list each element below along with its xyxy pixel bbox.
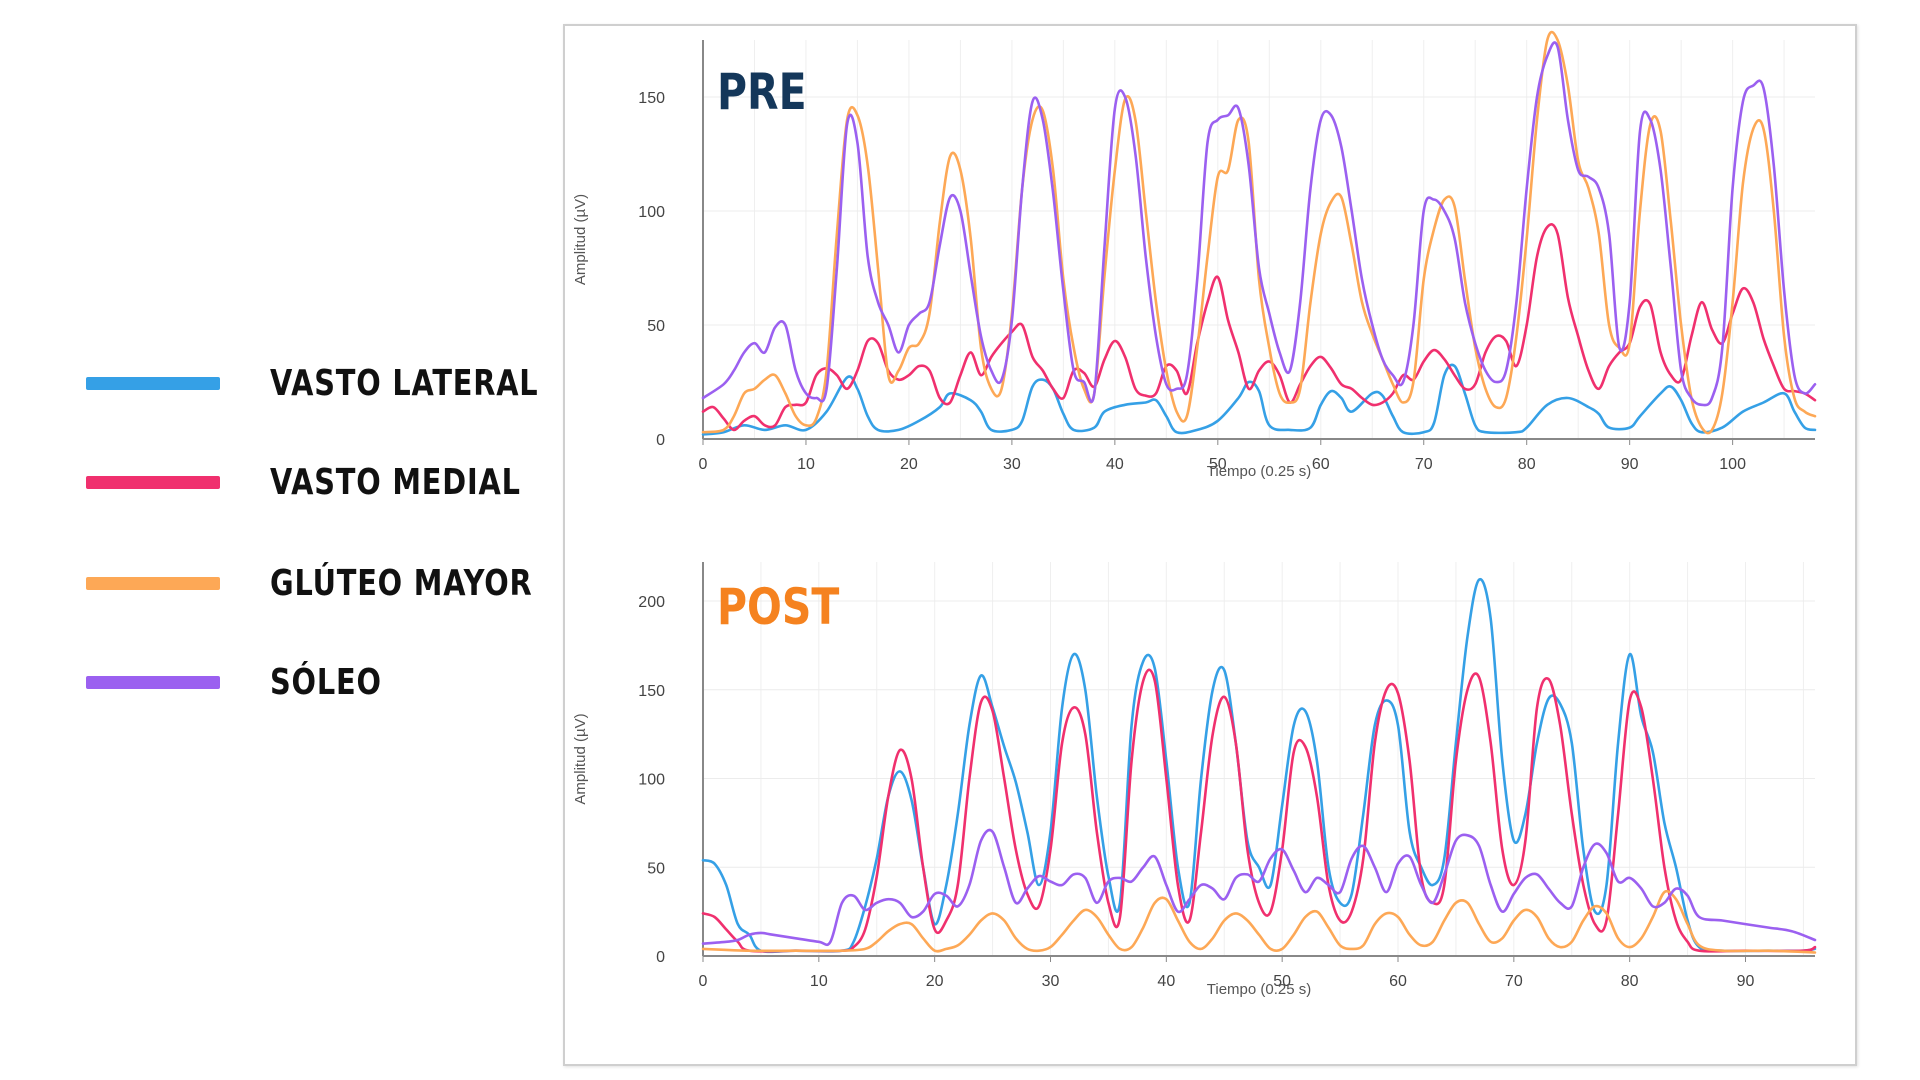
chart-post: 0 10 20 30 40 50 60 70 80 90 0 50 100 150 200 Tiempo (0… bbox=[572, 562, 1817, 998]
y-tick-label: 0 bbox=[656, 949, 665, 966]
x-tick-label: 90 bbox=[1621, 456, 1639, 473]
y-axis-title: Amplitud (µV) bbox=[572, 194, 589, 285]
y-tick-label: 50 bbox=[647, 318, 665, 335]
y-tick-label: 100 bbox=[638, 772, 665, 789]
x-tick-label: 40 bbox=[1106, 456, 1124, 473]
legend-label-gluteo-mayor: GLÚTEO MAYOR bbox=[270, 562, 533, 604]
x-tick-label: 30 bbox=[1003, 456, 1021, 473]
legend-swatch-gluteo-mayor bbox=[86, 576, 220, 590]
legend-swatch-soleo bbox=[86, 675, 220, 689]
x-tick-label: 40 bbox=[1157, 973, 1175, 990]
legend-swatch-vasto-medial bbox=[86, 475, 220, 489]
y-tick-label: 150 bbox=[638, 683, 665, 700]
chart-title-post: POST bbox=[717, 578, 839, 636]
y-tick-label: 50 bbox=[647, 860, 665, 877]
x-tick-label: 100 bbox=[1719, 456, 1746, 473]
legend-label-soleo: SÓLEO bbox=[270, 661, 382, 703]
x-tick-label: 80 bbox=[1518, 456, 1536, 473]
x-tick-label: 60 bbox=[1389, 973, 1407, 990]
series-line-post-vasto-lateral bbox=[701, 578, 1817, 954]
x-tick-label: 50 bbox=[1209, 456, 1227, 473]
y-tick-label: 150 bbox=[638, 90, 665, 107]
x-tick-label: 70 bbox=[1415, 456, 1433, 473]
legend: VASTO LATERAL VASTO MEDIAL GLÚTEO MAYOR … bbox=[0, 0, 560, 1080]
x-tick-label: 10 bbox=[797, 456, 815, 473]
series-line-post-soleo bbox=[701, 828, 1817, 947]
series-line-pre-vasto-lateral bbox=[701, 363, 1817, 436]
x-tick-label: 0 bbox=[699, 973, 708, 990]
chart-panel: 0 10 20 30 40 50 60 70 80 90 100 0 50 100 150 Tiempo (0… bbox=[563, 24, 1857, 1066]
y-tick-label: 0 bbox=[656, 432, 665, 449]
legend-swatch-vasto-lateral bbox=[86, 376, 220, 390]
legend-label-vasto-lateral: VASTO LATERAL bbox=[270, 362, 539, 404]
legend-item-soleo[interactable]: SÓLEO bbox=[86, 661, 410, 703]
x-tick-label: 20 bbox=[926, 973, 944, 990]
legend-label-vasto-medial: VASTO MEDIAL bbox=[270, 461, 521, 503]
x-tick-label: 0 bbox=[699, 456, 708, 473]
x-axis-title: Tiempo (0.25 s) bbox=[1207, 463, 1311, 480]
series-line-pre-vasto-medial bbox=[701, 223, 1817, 432]
legend-item-gluteo-mayor[interactable]: GLÚTEO MAYOR bbox=[86, 562, 598, 604]
y-tick-label: 100 bbox=[638, 204, 665, 221]
x-tick-label: 50 bbox=[1273, 973, 1291, 990]
x-tick-label: 60 bbox=[1312, 456, 1330, 473]
x-tick-label: 70 bbox=[1505, 973, 1523, 990]
y-tick-label: 200 bbox=[638, 594, 665, 611]
y-axis-title: Amplitud (µV) bbox=[572, 713, 589, 804]
series-line-pre-soleo bbox=[701, 41, 1817, 407]
x-tick-label: 80 bbox=[1621, 973, 1639, 990]
series-line-post-vasto-medial bbox=[701, 668, 1817, 953]
legend-item-vasto-lateral[interactable]: VASTO LATERAL bbox=[86, 362, 606, 404]
x-axis-title: Tiempo (0.25 s) bbox=[1207, 981, 1311, 998]
series-line-post-gluteo-mayor bbox=[701, 889, 1817, 954]
chart-title-pre: PRE bbox=[717, 63, 807, 121]
series-line-pre-gluteo-mayor bbox=[701, 30, 1817, 435]
x-tick-label: 10 bbox=[810, 973, 828, 990]
chart-pre: 0 10 20 30 40 50 60 70 80 90 100 0 50 100 150 Tiempo (0… bbox=[572, 30, 1817, 480]
legend-item-vasto-medial[interactable]: VASTO MEDIAL bbox=[86, 461, 583, 503]
x-tick-label: 30 bbox=[1042, 973, 1060, 990]
x-tick-label: 90 bbox=[1737, 973, 1755, 990]
x-tick-label: 20 bbox=[900, 456, 918, 473]
